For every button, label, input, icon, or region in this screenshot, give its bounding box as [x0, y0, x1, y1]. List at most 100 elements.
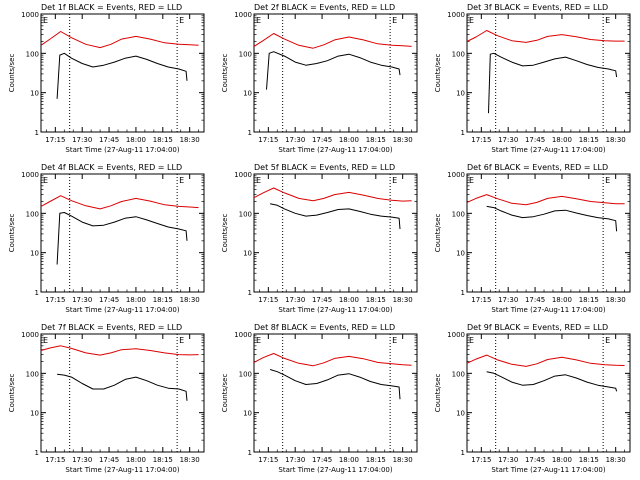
y-tick-label: 100: [452, 210, 465, 218]
x-tick-label: 17:15: [45, 296, 65, 304]
y-tick-label: 1000: [447, 171, 465, 179]
marker-letter: E: [469, 176, 474, 185]
x-tick-label: 17:45: [99, 456, 119, 464]
y-tick-label: 10: [243, 90, 252, 98]
plot-frame: [466, 13, 631, 133]
y-tick-label: 1: [461, 129, 465, 137]
marker-letter: E: [392, 336, 397, 345]
marker-letter: E: [43, 176, 48, 185]
x-tick-label: 18:00: [339, 136, 359, 144]
y-tick-label: 100: [452, 50, 465, 58]
x-tick-label: 17:45: [525, 136, 545, 144]
x-axis-label: Start Time (27-Aug-11 17:04:00): [278, 146, 392, 154]
events-series-line: [56, 212, 188, 265]
marker-letter: E: [179, 336, 184, 345]
marker-letter: E: [256, 16, 261, 25]
x-tick-label: 18:15: [153, 456, 173, 464]
x-axis-label: Start Time (27-Aug-11 17:04:00): [278, 306, 392, 314]
y-tick-label: 10: [456, 90, 465, 98]
x-tick-label: 17:45: [525, 456, 545, 464]
lld-series-line: [466, 194, 625, 206]
plot-frame: [253, 173, 418, 293]
marker-letter: E: [43, 336, 48, 345]
lld-series-line: [466, 30, 625, 43]
x-tick-label: 18:30: [180, 136, 200, 144]
marker-letter: E: [179, 176, 184, 185]
x-tick-label: 17:15: [258, 296, 278, 304]
events-series-line: [266, 51, 401, 90]
y-tick-label: 1: [35, 289, 39, 297]
lld-series-line: [466, 354, 625, 367]
panel-title: Det 7f BLACK = Events, RED = LLD: [41, 323, 182, 332]
y-tick-label: 10: [30, 90, 39, 98]
y-tick-label: 10: [456, 410, 465, 418]
x-tick-label: 17:15: [45, 456, 65, 464]
x-tick-label: 18:15: [579, 136, 599, 144]
x-axis-label: Start Time (27-Aug-11 17:04:00): [278, 466, 392, 474]
x-tick-label: 17:30: [285, 456, 305, 464]
panel-title: Det 6f BLACK = Events, RED = LLD: [467, 163, 608, 172]
y-tick-label: 1: [248, 129, 252, 137]
detector-panel-4: Det 4f BLACK = Events, RED = LLD 1 10 100 10…: [8, 163, 205, 314]
x-tick-label: 18:30: [606, 296, 626, 304]
panel-title: Det 9f BLACK = Events, RED = LLD: [467, 323, 608, 332]
y-tick-label: 10: [30, 250, 39, 258]
x-tick-label: 18:15: [153, 296, 173, 304]
y-axis-label: Counts/sec: [8, 54, 16, 93]
detector-panel-3: Det 3f BLACK = Events, RED = LLD 1 10 100 10…: [434, 3, 631, 154]
y-tick-label: 10: [243, 410, 252, 418]
events-series-line: [488, 52, 618, 114]
panel-title: Det 5f BLACK = Events, RED = LLD: [254, 163, 395, 172]
y-tick-label: 1000: [21, 171, 39, 179]
x-tick-label: 18:15: [579, 296, 599, 304]
x-tick-label: 17:30: [72, 456, 92, 464]
y-tick-label: 1: [35, 129, 39, 137]
x-tick-label: 17:45: [312, 456, 332, 464]
events-series-line: [486, 205, 618, 232]
y-tick-label: 1000: [234, 171, 252, 179]
panel-title: Det 8f BLACK = Events, RED = LLD: [254, 323, 395, 332]
marker-letter: E: [605, 336, 610, 345]
y-tick-label: 1: [461, 289, 465, 297]
detector-panel-5: Det 5f BLACK = Events, RED = LLD 1 10 100 10…: [221, 163, 418, 314]
y-tick-label: 1000: [234, 11, 252, 19]
y-tick-label: 100: [26, 50, 39, 58]
lld-series-line: [253, 187, 412, 202]
x-tick-label: 18:00: [126, 136, 146, 144]
panel-title: Det 3f BLACK = Events, RED = LLD: [467, 3, 608, 12]
x-tick-label: 18:15: [579, 456, 599, 464]
x-axis-label: Start Time (27-Aug-11 17:04:00): [491, 306, 605, 314]
y-axis-label: Counts/sec: [8, 374, 16, 413]
y-tick-label: 1000: [234, 331, 252, 339]
x-axis-label: Start Time (27-Aug-11 17:04:00): [491, 466, 605, 474]
x-tick-label: 17:30: [498, 456, 518, 464]
panel-title: Det 4f BLACK = Events, RED = LLD: [41, 163, 182, 172]
y-tick-label: 100: [26, 210, 39, 218]
marker-letter: E: [469, 16, 474, 25]
marker-letter: E: [256, 336, 261, 345]
x-tick-label: 18:30: [393, 136, 413, 144]
x-tick-label: 18:30: [606, 136, 626, 144]
marker-letter: E: [179, 16, 184, 25]
x-tick-label: 17:30: [498, 296, 518, 304]
x-tick-label: 18:00: [126, 456, 146, 464]
x-tick-label: 18:30: [180, 456, 200, 464]
lld-series-line: [253, 353, 412, 367]
x-tick-label: 18:00: [339, 456, 359, 464]
y-axis-label: Counts/sec: [221, 374, 229, 413]
x-tick-label: 17:30: [285, 136, 305, 144]
detector-panel-6: Det 6f BLACK = Events, RED = LLD 1 10 100 10…: [434, 163, 631, 314]
x-tick-label: 18:30: [393, 456, 413, 464]
x-tick-label: 18:15: [366, 456, 386, 464]
y-tick-label: 1: [35, 449, 39, 457]
x-tick-label: 18:30: [180, 296, 200, 304]
x-axis-label: Start Time (27-Aug-11 17:04:00): [491, 146, 605, 154]
marker-letter: E: [43, 16, 48, 25]
x-tick-label: 17:30: [72, 136, 92, 144]
x-tick-label: 18:15: [366, 296, 386, 304]
marker-letter: E: [256, 176, 261, 185]
lld-series-line: [40, 345, 199, 356]
y-axis-label: Counts/sec: [434, 214, 442, 253]
x-tick-label: 17:15: [471, 136, 491, 144]
detector-panel-9: Det 9f BLACK = Events, RED = LLD 1 10 100 10…: [434, 323, 631, 474]
